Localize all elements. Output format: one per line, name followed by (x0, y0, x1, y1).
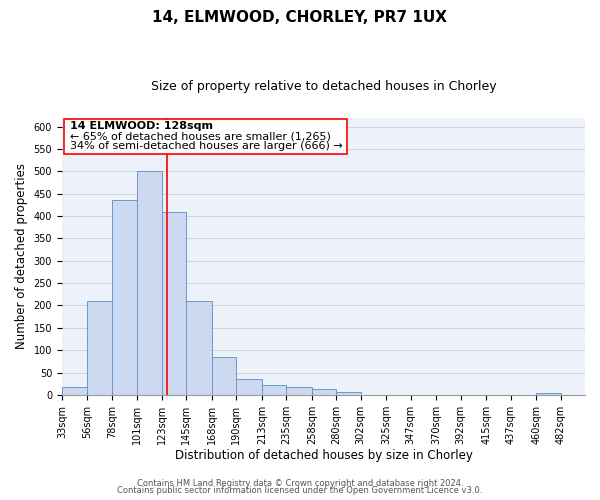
Title: Size of property relative to detached houses in Chorley: Size of property relative to detached ho… (151, 80, 496, 93)
Bar (162, 212, 186, 395)
Y-axis label: Number of detached properties: Number of detached properties (15, 164, 28, 350)
Text: ← 65% of detached houses are smaller (1,265): ← 65% of detached houses are smaller (1,… (70, 131, 331, 141)
Bar (286, 387, 312, 395)
Bar (336, 392, 361, 395)
Bar (186, 301, 212, 395)
Bar (262, 385, 286, 395)
Text: Contains HM Land Registry data © Crown copyright and database right 2024.: Contains HM Land Registry data © Crown c… (137, 478, 463, 488)
Bar (62, 387, 88, 395)
Text: 14 ELMWOOD: 128sqm: 14 ELMWOOD: 128sqm (70, 121, 212, 131)
Bar (137, 172, 162, 395)
Bar (88, 301, 112, 395)
X-axis label: Distribution of detached houses by size in Chorley: Distribution of detached houses by size … (175, 450, 472, 462)
Bar (536, 392, 560, 395)
Text: 34% of semi-detached houses are larger (666) →: 34% of semi-detached houses are larger (… (70, 141, 343, 151)
FancyBboxPatch shape (64, 118, 347, 154)
Bar (312, 389, 336, 395)
Bar (236, 379, 262, 395)
Bar (112, 200, 137, 395)
Bar (212, 357, 236, 395)
Text: 14, ELMWOOD, CHORLEY, PR7 1UX: 14, ELMWOOD, CHORLEY, PR7 1UX (152, 10, 448, 25)
Text: Contains public sector information licensed under the Open Government Licence v3: Contains public sector information licen… (118, 486, 482, 495)
